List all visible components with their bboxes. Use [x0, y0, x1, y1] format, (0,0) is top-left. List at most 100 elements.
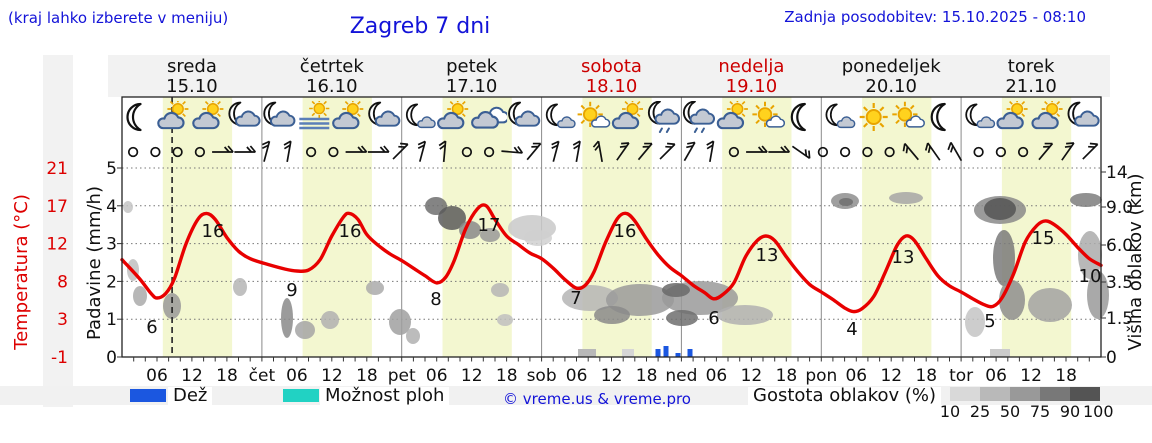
x-hour-label: 06 — [286, 366, 308, 386]
x-hour-label: 06 — [146, 366, 168, 386]
rain-bar — [687, 349, 693, 357]
cloud-blob — [133, 286, 147, 306]
wind-barbs-row — [127, 140, 1099, 163]
page-title: Zagreb 7 dni — [349, 14, 491, 39]
cloud-blob — [993, 230, 1015, 286]
weather-icon-moon-cloud — [264, 103, 294, 126]
rain-bar — [675, 353, 681, 357]
temp-point-label: 6 — [708, 308, 719, 329]
wind-barb-icon — [234, 145, 257, 153]
density-gradient-segment — [950, 387, 980, 401]
temp-tick-label: 17 — [46, 197, 68, 217]
cloud-blob — [666, 310, 698, 326]
x-hour-label: 06 — [566, 366, 588, 386]
wind-calm-icon — [483, 146, 495, 158]
x-day-abbrev: pon — [805, 366, 837, 386]
day-header-name: sreda — [167, 56, 217, 77]
density-gradient-segment — [1040, 387, 1070, 401]
cloud-blob — [366, 281, 384, 295]
wind-calm-icon — [884, 146, 895, 158]
precip-tick-label: 3 — [106, 235, 117, 255]
wind-barb-icon — [924, 142, 941, 161]
temp-point-label: 10 — [1079, 266, 1102, 287]
precip-tick-label: 5 — [106, 159, 117, 179]
wind-barb-icon — [212, 145, 234, 153]
temp-point-label: 6 — [146, 317, 157, 338]
cloud-blob — [984, 198, 1016, 220]
cloud-blob — [662, 283, 690, 297]
day-header-name: torek — [1008, 56, 1055, 77]
weather-icon-sun — [860, 103, 888, 131]
weather-icon-moon-small-cloud — [407, 104, 435, 127]
cloud-blob — [524, 230, 552, 246]
x-hour-label: 18 — [496, 366, 518, 386]
cloud-blob — [491, 283, 509, 297]
x-hour-label: 06 — [845, 366, 867, 386]
temp-tick-label: 12 — [46, 235, 68, 255]
wind-calm-icon — [172, 146, 183, 158]
cloud-height-tick-label: 0 — [1106, 348, 1117, 368]
x-hour-label: 18 — [915, 366, 937, 386]
density-tick: 90 — [1059, 402, 1081, 421]
temp-point-label: 17 — [478, 215, 501, 236]
wind-barb-icon — [572, 140, 581, 162]
cloud-density-legend-label: Gostota oblakov (%) — [748, 387, 942, 405]
wind-barb-icon — [706, 140, 715, 162]
day-header-date: 18.10 — [586, 76, 638, 97]
x-hour-label: 12 — [1020, 366, 1042, 386]
temp-tick-label: -1 — [51, 348, 68, 368]
density-tick: 100 — [1083, 402, 1114, 421]
temp-point-label: 5 — [984, 311, 995, 332]
left-axis-strip — [43, 55, 73, 407]
wind-calm-icon — [728, 146, 740, 158]
temp-point-label: 4 — [846, 319, 857, 340]
wind-calm-icon — [194, 146, 206, 158]
day-header-date: 19.10 — [726, 76, 778, 97]
precip-tick-label: 2 — [106, 272, 117, 292]
precip-tick-label: 1 — [106, 310, 117, 330]
x-hour-label: 06 — [985, 366, 1007, 386]
density-tick: 25 — [969, 402, 991, 421]
cloud-height-tick-label: 1.5 — [1106, 309, 1133, 329]
cloud-blob — [889, 192, 923, 204]
cloud-blob — [480, 228, 500, 242]
temperature-curve — [120, 203, 1103, 314]
wind-calm-icon — [127, 146, 139, 158]
wind-barb-icon — [616, 142, 630, 161]
temp-point-label: 13 — [756, 245, 779, 266]
day-header-date: 20.10 — [865, 76, 917, 97]
wind-calm-icon — [1017, 146, 1029, 158]
x-hour-label: 18 — [1055, 366, 1077, 386]
density-gradient-segment — [1070, 387, 1100, 401]
weather-icon-moon-small-cloud — [966, 104, 994, 127]
day-header-name: sobota — [581, 56, 642, 77]
density-tick: 75 — [1029, 402, 1051, 421]
rain-bars — [655, 346, 693, 357]
x-hour-label: 06 — [706, 366, 728, 386]
wind-calm-icon — [328, 146, 339, 158]
low-cloud-cell — [622, 349, 634, 357]
rain-legend-label: Dež — [168, 387, 213, 405]
x-day-abbrev: ned — [665, 366, 697, 386]
weather-icon-moon — [932, 104, 945, 130]
x-hour-label: 12 — [880, 366, 902, 386]
location-hint: (kraj lahko izberete v meniju) — [8, 9, 229, 27]
x-day-abbrev: sob — [527, 366, 557, 386]
wind-barb-icon — [683, 141, 696, 162]
wind-calm-icon — [862, 146, 873, 158]
weather-icon-moon-cloud — [369, 103, 399, 126]
wind-barb-icon — [367, 145, 390, 153]
wind-calm-icon — [973, 146, 984, 158]
x-hour-label: 12 — [601, 366, 623, 386]
cloud-blob — [999, 280, 1025, 320]
cloud-blob — [1078, 231, 1102, 279]
x-hour-label: 18 — [356, 366, 378, 386]
x-hour-label: 18 — [216, 366, 238, 386]
cloud-height-tick-label: 9.0 — [1106, 198, 1133, 218]
cloud-blob — [123, 201, 133, 213]
temp-point-label: 15 — [1032, 228, 1055, 249]
wind-barb-icon — [551, 140, 560, 162]
cloud-blob — [438, 206, 466, 230]
wind-barb-icon — [262, 140, 271, 162]
weather-icon-moon — [128, 104, 141, 130]
